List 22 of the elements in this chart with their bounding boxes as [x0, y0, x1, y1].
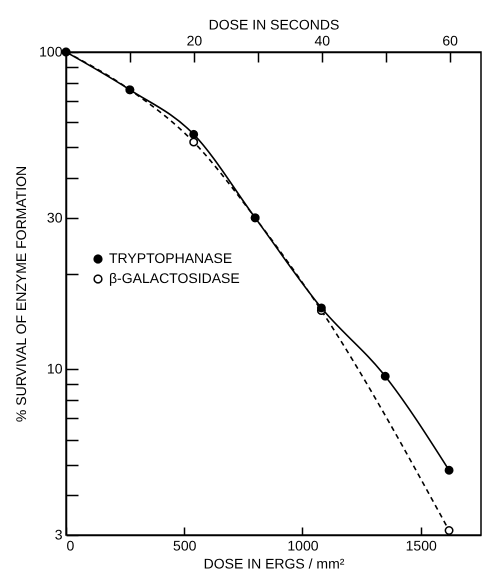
x2-tick-label: 60: [442, 32, 458, 48]
point: [189, 130, 198, 139]
point: [189, 138, 198, 147]
x-axis-title: DOSE IN ERGS / mm²: [204, 556, 345, 572]
x-tick-label: 1000: [287, 538, 319, 554]
y-tick-label: 10: [46, 360, 63, 377]
y-tick-label: 3: [54, 526, 63, 542]
x-tick-label: 500: [173, 538, 197, 554]
point: [380, 372, 390, 381]
point: [444, 466, 454, 475]
point: [444, 526, 454, 535]
x-tick-label: 0: [66, 538, 74, 554]
y-axis-title: % SURVIVAL OF ENZYME FORMATION: [13, 166, 30, 422]
x2-axis-title: DOSE IN SECONDS: [208, 16, 340, 32]
legend-label: TRYPTOPHANASE: [109, 250, 232, 266]
x-tick-label: 1500: [406, 538, 437, 554]
point: [316, 303, 326, 312]
y-tick-label: 100: [39, 44, 63, 60]
x2-tick-label: 40: [314, 32, 330, 48]
x2-tick-label: 20: [186, 32, 202, 48]
y-tick-label: 30: [46, 209, 63, 226]
legend-label: β-GALACTOSIDASE: [109, 270, 240, 286]
